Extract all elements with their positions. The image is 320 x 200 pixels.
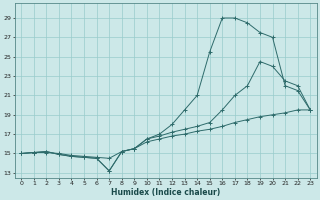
X-axis label: Humidex (Indice chaleur): Humidex (Indice chaleur) — [111, 188, 220, 197]
